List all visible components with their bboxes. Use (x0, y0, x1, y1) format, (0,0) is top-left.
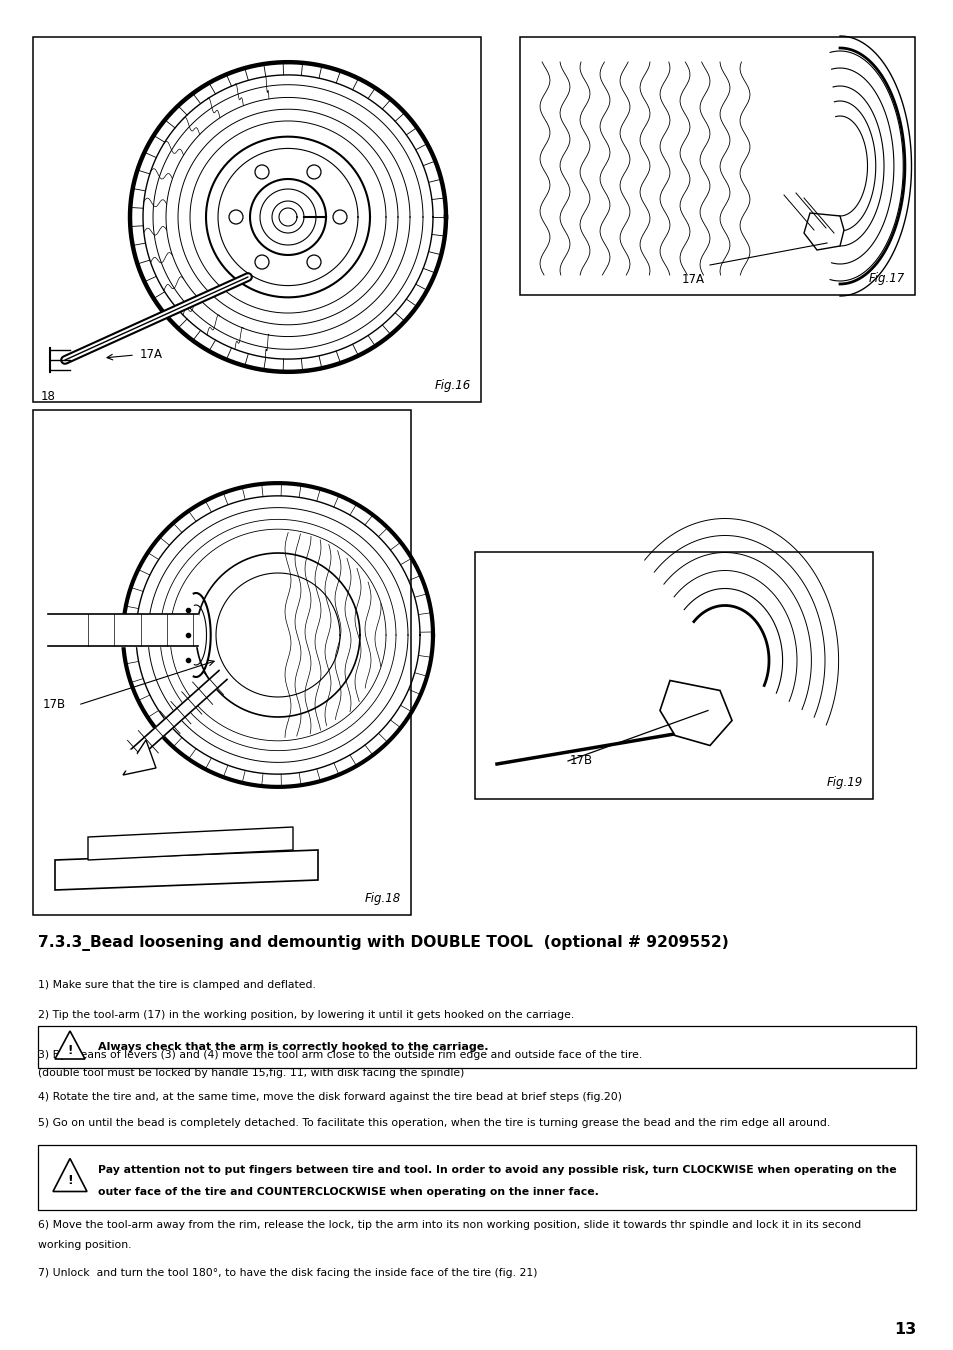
Text: 2) Tip the tool-arm (17) in the working position, by lowering it until it gets h: 2) Tip the tool-arm (17) in the working … (38, 1010, 574, 1021)
Polygon shape (88, 828, 293, 860)
Polygon shape (124, 671, 227, 764)
Text: 6) Move the tool-arm away from the rim, release the lock, tip the arm into its n: 6) Move the tool-arm away from the rim, … (38, 1220, 861, 1230)
Polygon shape (123, 740, 156, 775)
Bar (33, 410, 411, 915)
Text: 17A: 17A (681, 273, 704, 286)
Text: 3) By means of levers (3) and (4) move the tool arm close to the outside rim edg: 3) By means of levers (3) and (4) move t… (38, 1050, 641, 1060)
Polygon shape (55, 1031, 85, 1058)
Text: Fig.19: Fig.19 (826, 776, 862, 788)
Polygon shape (803, 213, 843, 250)
Text: 1) Make sure that the tire is clamped and deflated.: 1) Make sure that the tire is clamped an… (38, 980, 315, 990)
Circle shape (118, 751, 138, 769)
Text: 13: 13 (893, 1322, 915, 1336)
Text: !: ! (68, 1044, 72, 1057)
Bar (33, 36, 480, 402)
Bar (475, 552, 872, 799)
Text: Always check that the arm is correctly hooked to the carriage.: Always check that the arm is correctly h… (98, 1042, 488, 1052)
Text: 18: 18 (41, 390, 56, 404)
Bar (38, 1145, 915, 1210)
Polygon shape (53, 1158, 87, 1192)
Text: 17B: 17B (43, 698, 66, 711)
Text: working position.: working position. (38, 1241, 132, 1250)
Polygon shape (55, 850, 317, 890)
Text: 5) Go on until the bead is completely detached. To facilitate this operation, wh: 5) Go on until the bead is completely de… (38, 1118, 829, 1129)
Text: 17A: 17A (140, 348, 163, 362)
Text: Fig.18: Fig.18 (364, 892, 400, 904)
Text: 17B: 17B (569, 755, 593, 768)
Text: Pay attention not to put fingers between tire and tool. In order to avoid any po: Pay attention not to put fingers between… (98, 1165, 896, 1174)
Text: 7) Unlock  and turn the tool 180°, to have the disk facing the inside face of th: 7) Unlock and turn the tool 180°, to hav… (38, 1268, 537, 1278)
Text: !: ! (67, 1174, 72, 1187)
Polygon shape (659, 680, 731, 745)
Text: Fig.17: Fig.17 (868, 271, 904, 285)
Text: 4) Rotate the tire and, at the same time, move the disk forward against the tire: 4) Rotate the tire and, at the same time… (38, 1092, 621, 1102)
Text: outer face of the tire and COUNTERCLOCKWISE when operating on the inner face.: outer face of the tire and COUNTERCLOCKW… (98, 1187, 598, 1197)
Text: 7.3.3_Bead loosening and demountig with DOUBLE TOOL  (optional # 9209552): 7.3.3_Bead loosening and demountig with … (38, 936, 728, 950)
Text: (double tool must be locked by handle 15,fig. 11, with disk facing the spindle): (double tool must be locked by handle 15… (38, 1068, 464, 1079)
Bar (519, 36, 914, 296)
Text: Fig.16: Fig.16 (435, 379, 471, 391)
Bar (38, 1026, 915, 1068)
